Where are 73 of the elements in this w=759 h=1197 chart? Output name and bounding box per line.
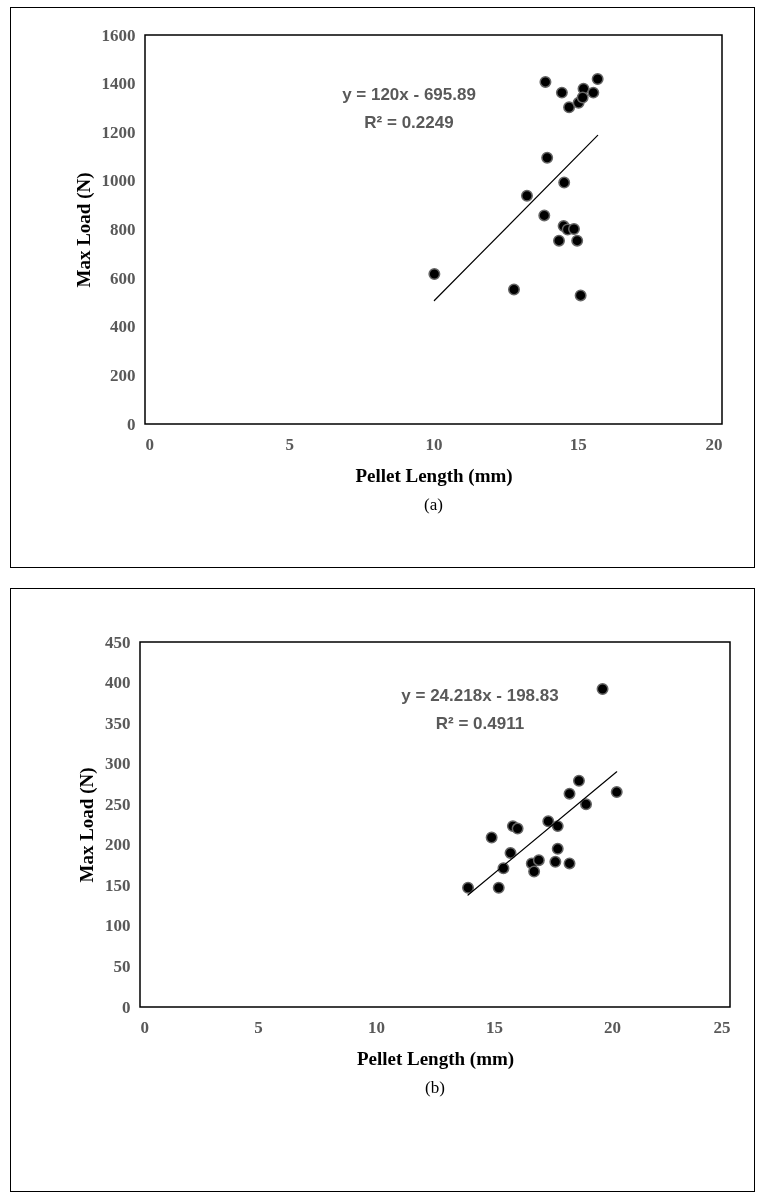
point [428, 268, 441, 280]
x-tick-label: 15 [569, 434, 587, 454]
point [539, 75, 552, 88]
point [528, 865, 541, 878]
y-tick-label: 600 [110, 268, 136, 288]
x-axis-title: Pellet Length (mm) [356, 1047, 515, 1070]
x-tick-label: 25 [713, 1017, 731, 1037]
y-tick-label: 300 [105, 754, 131, 774]
x-tick-label: 10 [368, 1017, 385, 1037]
annotation: y = 120x - 695.89 [342, 85, 476, 104]
y-tick-label: 1600 [101, 25, 136, 45]
x-tick-label: 10 [425, 434, 443, 454]
y-tick-label: 250 [105, 794, 131, 814]
y-tick-label: 1200 [101, 122, 136, 142]
point [587, 86, 600, 99]
point [541, 151, 554, 164]
annotation: y = 24.218x - 198.83 [401, 686, 559, 705]
x-tick-label: 20 [705, 434, 723, 454]
point [558, 176, 571, 189]
y-tick-label: 150 [105, 875, 131, 895]
annotation: R² = 0.4911 [435, 714, 525, 733]
point [596, 683, 609, 696]
point [551, 820, 564, 833]
point [520, 189, 533, 202]
point [538, 209, 551, 222]
point [555, 86, 568, 99]
y-tick-label: 1400 [101, 74, 136, 94]
point [580, 798, 593, 811]
point [568, 223, 580, 235]
point [610, 786, 623, 799]
point [576, 91, 589, 104]
y-tick-label: 200 [105, 835, 131, 855]
point [542, 815, 555, 828]
y-axis-title: Max Load (N) [76, 767, 98, 883]
x-tick-label: 0 [145, 434, 154, 454]
point [553, 234, 565, 247]
text: (b) [425, 1078, 445, 1097]
x-tick-label: 5 [285, 434, 294, 454]
x-tick-label: 20 [604, 1017, 621, 1037]
point [492, 881, 505, 894]
y-tick-label: 350 [105, 713, 131, 733]
y-tick-label: 400 [110, 317, 136, 337]
y-axis-title: Max Load (N) [72, 172, 95, 288]
point [563, 101, 576, 114]
point [551, 842, 564, 855]
point [549, 855, 562, 868]
point [462, 881, 475, 894]
x-tick-label: 15 [486, 1017, 503, 1037]
y-tick-label: 200 [110, 365, 136, 385]
point [574, 289, 587, 302]
point [572, 774, 585, 787]
x-tick-label: 0 [140, 1017, 149, 1037]
point [504, 846, 517, 859]
point [591, 73, 604, 85]
point [508, 283, 520, 296]
y-tick-label: 450 [105, 632, 131, 652]
point [485, 831, 498, 844]
point [532, 854, 545, 867]
point [563, 857, 576, 870]
y-tick-label: 1000 [101, 171, 136, 191]
y-tick-label: 0 [122, 997, 131, 1017]
y-tick-label: 50 [113, 956, 131, 976]
y-tick-label: 0 [127, 414, 136, 434]
x-axis-title: Pellet Length (mm) [355, 464, 513, 487]
annotation: R² = 0.2249 [364, 113, 454, 132]
text: (a) [424, 495, 443, 514]
point [563, 787, 576, 800]
x-tick-label: 5 [254, 1017, 263, 1037]
point [511, 822, 524, 835]
point [571, 234, 584, 247]
y-tick-label: 400 [105, 673, 131, 693]
y-tick-label: 100 [105, 916, 131, 936]
y-tick-label: 800 [110, 220, 136, 239]
